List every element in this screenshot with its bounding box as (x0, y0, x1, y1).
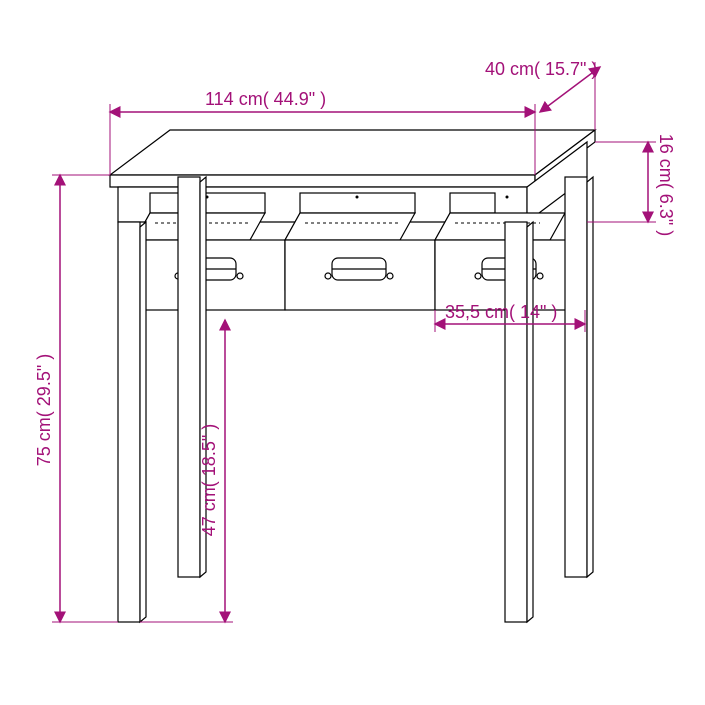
tabletop (110, 130, 595, 175)
dimension-drawing: 114 cm( 44.9" ) 40 cm( 15.7" ) 75 cm( 29… (0, 0, 705, 705)
dim-drawerw-label: 35,5 cm( 14" ) (445, 302, 557, 322)
leg-front-right-side (527, 222, 533, 622)
drawer-2-top (285, 213, 415, 240)
dim-drawerh-label: 16 cm( 6.3" ) (656, 134, 676, 236)
leg-front-left (118, 222, 140, 622)
leg-back-left (178, 177, 200, 577)
leg-front-right (505, 222, 527, 622)
leg-front-left-side (140, 222, 146, 622)
drawer-3-top (435, 213, 565, 240)
leg-back-right-side (587, 177, 593, 577)
dim-legclear-label: 47 cm( 18.5" ) (199, 424, 219, 536)
drawer-slot-3 (450, 193, 495, 213)
dim-height-label: 75 cm( 29.5" ) (34, 354, 54, 466)
leg-back-right (565, 177, 587, 577)
drawer-2-handle (325, 258, 393, 280)
dim-width-label: 114 cm( 44.9" ) (205, 89, 326, 109)
dim-depth-label: 40 cm( 15.7" ) (485, 59, 597, 79)
tabletop-front-edge (110, 175, 535, 187)
